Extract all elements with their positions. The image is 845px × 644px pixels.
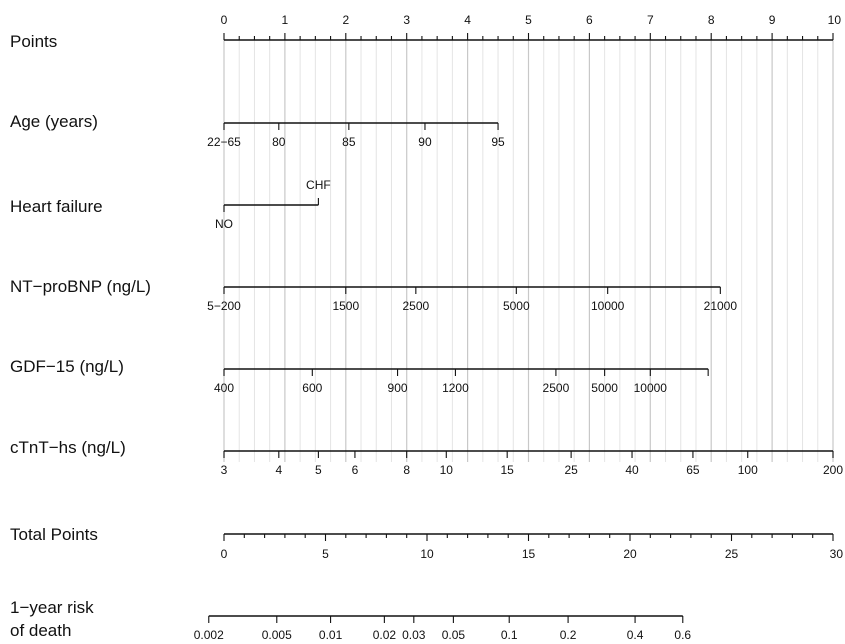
total-points-tick-label: 15 (522, 547, 536, 561)
gdf15-axis: 400 600 900 1200 2500 5000 10000 (214, 368, 709, 395)
age-axis: 22−65 80 85 90 95 (207, 122, 505, 149)
gdf15-label: GDF−15 (ng/L) (10, 357, 124, 376)
points-axis-tick-label: 3 (403, 13, 410, 27)
predictor-tick-label: 2500 (402, 299, 429, 313)
points-axis-tick-label: 0 (221, 13, 228, 27)
predictor-tick-label: 5000 (591, 381, 618, 395)
heart-failure-label: Heart failure (10, 197, 103, 216)
predictor-tick-label: 10000 (634, 381, 668, 395)
risk-tick-label: 0.1 (501, 628, 518, 642)
predictor-tick-label: 5000 (503, 299, 530, 313)
predictor-tick-label: 2500 (543, 381, 570, 395)
total-points-tick-label: 30 (830, 547, 844, 561)
points-axis-tick-label: 10 (828, 13, 842, 27)
total-points-tick-label: 20 (623, 547, 637, 561)
predictor-tick-label: 5 (315, 463, 322, 477)
points-axis-label: Points (10, 32, 57, 51)
predictor-tick-label: 22−65 (207, 135, 241, 149)
predictor-tick-label: 40 (625, 463, 639, 477)
predictor-tick-label: 90 (418, 135, 432, 149)
risk-tick-label: 0.02 (373, 628, 397, 642)
predictor-tick-label: 5−200 (207, 299, 241, 313)
predictor-tick-label: 10 (440, 463, 454, 477)
risk-tick-label: 0.005 (262, 628, 292, 642)
predictor-tick-label: 600 (302, 381, 322, 395)
predictor-tick-label: 4 (275, 463, 282, 477)
risk-axis: 0.002 0.005 0.01 0.02 0.03 0.05 0.1 0.2 0.4 0.6 (194, 615, 691, 642)
ctnt-hs-label: cTnT−hs (ng/L) (10, 438, 126, 457)
ctnt-hs-axis: 3 4 5 6 8 10 15 25 40 65 100 200 (221, 450, 843, 477)
predictor-tick-label: 3 (221, 463, 228, 477)
total-points-label: Total Points (10, 525, 98, 544)
predictor-tick-label: 21000 (704, 299, 738, 313)
points-axis-tick-label: 2 (342, 13, 349, 27)
predictor-tick-label: 200 (823, 463, 843, 477)
risk-tick-label: 0.03 (402, 628, 426, 642)
risk-tick-label: 0.01 (319, 628, 343, 642)
predictor-tick-label: 6 (352, 463, 359, 477)
points-axis-tick-label: 1 (282, 13, 289, 27)
nt-probnp-label: NT−proBNP (ng/L) (10, 277, 151, 296)
total-points-tick-label: 10 (420, 547, 434, 561)
points-axis-tick-label: 4 (464, 13, 471, 27)
points-axis-tick-label: 7 (647, 13, 654, 27)
risk-label-line2: of death (10, 621, 71, 640)
total-points-axis: 0 5 10 15 20 25 30 (221, 533, 844, 561)
predictor-tick-label: 900 (388, 381, 408, 395)
nt-probnp-axis: 5−200 1500 2500 5000 10000 21000 (207, 286, 738, 313)
predictor-tick-label: 1200 (442, 381, 469, 395)
predictor-tick-label: 100 (738, 463, 758, 477)
risk-tick-label: 0.05 (442, 628, 466, 642)
points-axis-tick-label: 8 (708, 13, 715, 27)
points-axis-tick-label: 9 (769, 13, 776, 27)
grid-lines (223, 40, 834, 462)
risk-tick-label: 0.4 (627, 628, 644, 642)
predictor-tick-label: 8 (403, 463, 410, 477)
predictor-tick-label: 95 (491, 135, 505, 149)
predictor-tick-label: 80 (272, 135, 286, 149)
risk-tick-label: 0.2 (560, 628, 577, 642)
predictor-tick-label: 25 (564, 463, 578, 477)
risk-label-line1: 1−year risk (10, 598, 94, 617)
age-label: Age (years) (10, 112, 98, 131)
total-points-tick-label: 5 (322, 547, 329, 561)
total-points-tick-label: 25 (725, 547, 739, 561)
predictor-tick-label: NO (215, 217, 233, 231)
risk-tick-label: 0.002 (194, 628, 224, 642)
predictor-tick-label: CHF (306, 178, 331, 192)
points-axis-tick-label: 6 (586, 13, 593, 27)
risk-tick-label: 0.6 (674, 628, 691, 642)
total-points-tick-label: 0 (221, 547, 228, 561)
predictor-tick-label: 15 (501, 463, 515, 477)
predictor-tick-label: 65 (686, 463, 700, 477)
predictor-tick-label: 85 (342, 135, 356, 149)
points-axis-tick-label: 5 (525, 13, 532, 27)
heart-failure-axis: NO CHF (215, 178, 331, 231)
predictor-tick-label: 1500 (332, 299, 359, 313)
predictor-tick-label: 10000 (591, 299, 625, 313)
predictor-tick-label: 400 (214, 381, 234, 395)
points-axis: 0 1 2 3 4 5 6 7 8 9 10 (221, 13, 842, 41)
